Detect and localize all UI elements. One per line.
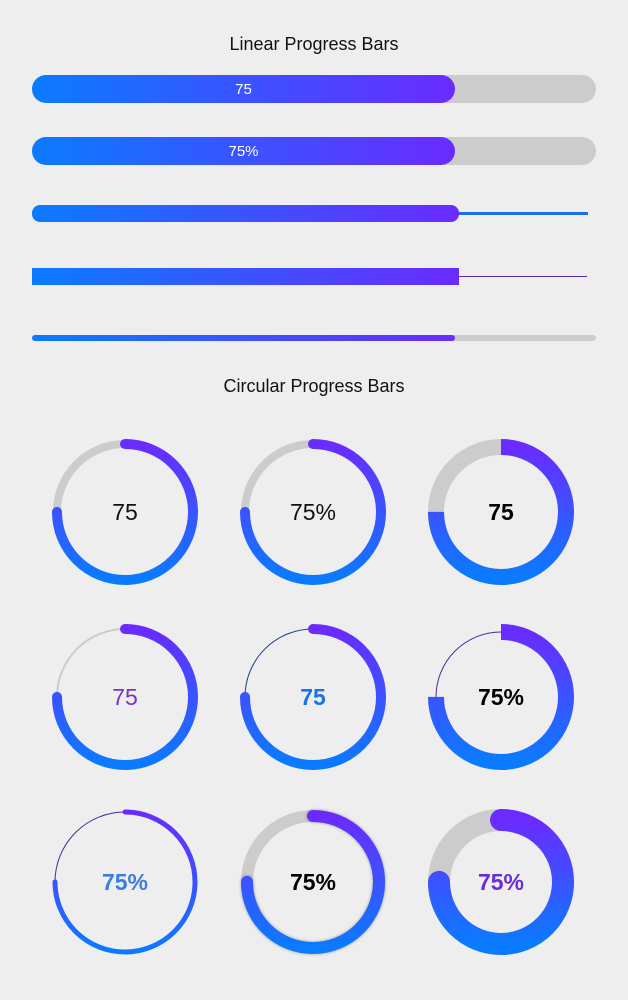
circular-progress-5: 75	[233, 617, 393, 777]
ring-progress-arc	[428, 439, 574, 585]
ring-progress-arc	[428, 809, 574, 955]
progress-fill: 75%	[32, 137, 455, 165]
linear-progress-bar-3	[32, 205, 588, 222]
ring-label: 75	[488, 498, 514, 525]
circular-progress-9: 75%	[421, 802, 581, 962]
progress-label: 75%	[228, 142, 259, 160]
linear-section-title: Linear Progress Bars	[229, 34, 399, 54]
ring-label: 75%	[289, 498, 337, 525]
circular-progress-3: 75	[421, 432, 581, 592]
progress-fill	[32, 268, 459, 285]
ring-progress-arc	[241, 810, 385, 954]
ring-progress-arc	[240, 624, 386, 770]
circular-progress-7: 75%	[45, 802, 205, 962]
linear-progress-bar-2: 75%	[32, 137, 596, 165]
ring-label: 75	[300, 683, 326, 710]
circular-progress-1: 75	[45, 432, 205, 592]
ring-label: 75%	[477, 683, 525, 710]
circular-section-title: Circular Progress Bars	[223, 376, 405, 396]
ring-progress-arc	[52, 624, 198, 770]
ring-label: 75%	[101, 868, 149, 895]
ring-progress-arc	[240, 439, 386, 585]
ring-label: 75	[112, 498, 138, 525]
progress-fill: 75	[32, 75, 455, 103]
circular-progress-4: 75	[45, 617, 205, 777]
ring-progress-arc	[428, 624, 574, 770]
linear-progress-bar-1: 75	[32, 75, 596, 103]
linear-progress-bar-4	[32, 268, 587, 285]
progress-fill	[32, 335, 455, 341]
ring-label: 75	[112, 683, 138, 710]
circular-progress-2: 75%	[233, 432, 393, 592]
ring-progress-arc	[52, 439, 198, 585]
progress-fill	[32, 205, 459, 222]
ring-label: 75%	[289, 868, 337, 895]
ring-label: 75%	[477, 868, 525, 895]
linear-progress-bar-5	[32, 335, 596, 341]
circular-progress-6: 75%	[421, 617, 581, 777]
circular-progress-8: 75%	[233, 802, 393, 962]
ring-progress-arc	[52, 809, 198, 955]
progress-label: 75	[235, 80, 252, 98]
